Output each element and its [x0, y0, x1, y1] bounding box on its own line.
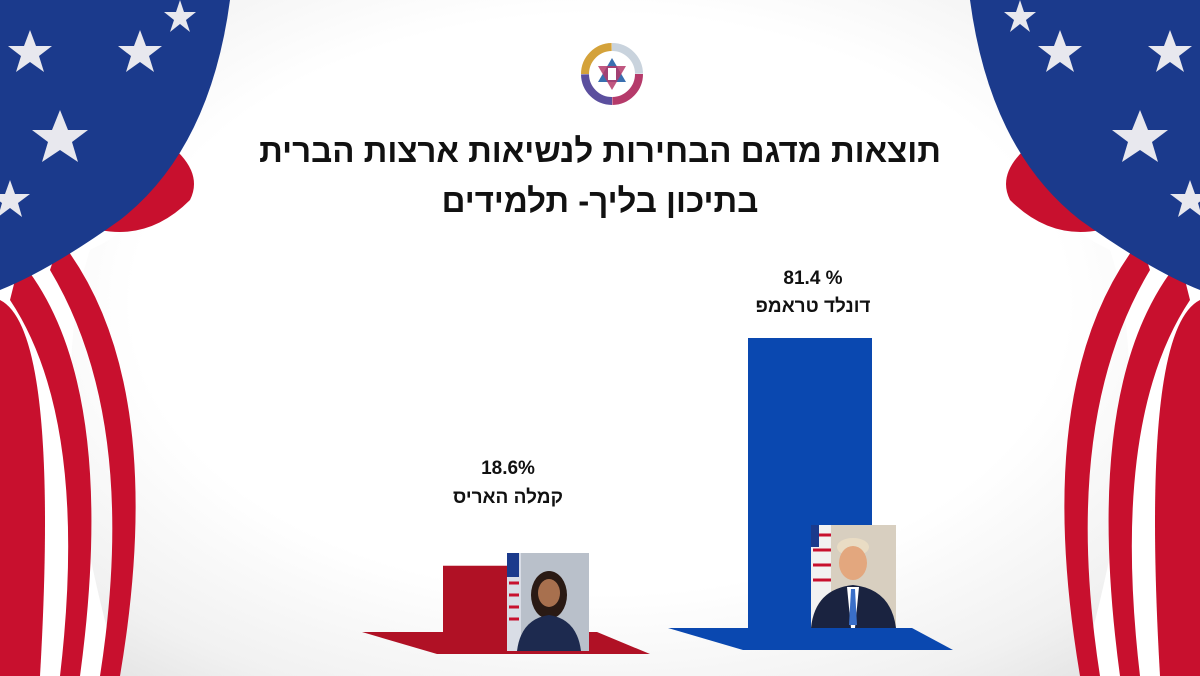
bar-floor [668, 628, 953, 650]
value-label-harris: 18.6% [481, 458, 535, 479]
trump-portrait [811, 525, 896, 628]
category-label-trump: דונלד טראמפ [755, 296, 871, 317]
harris-portrait [507, 553, 589, 651]
category-label-harris: קמלה האריס [452, 487, 563, 508]
school-logo [581, 43, 643, 105]
bar-floor [362, 632, 650, 654]
value-label-trump: 81.4 % [783, 268, 843, 289]
page-title: תוצאות מדגם הבחירות לנשיאות ארצות הברית [259, 132, 941, 169]
american-flag-left-decoration [0, 0, 230, 676]
page-subtitle: בתיכון בליך- תלמידים [441, 182, 759, 219]
